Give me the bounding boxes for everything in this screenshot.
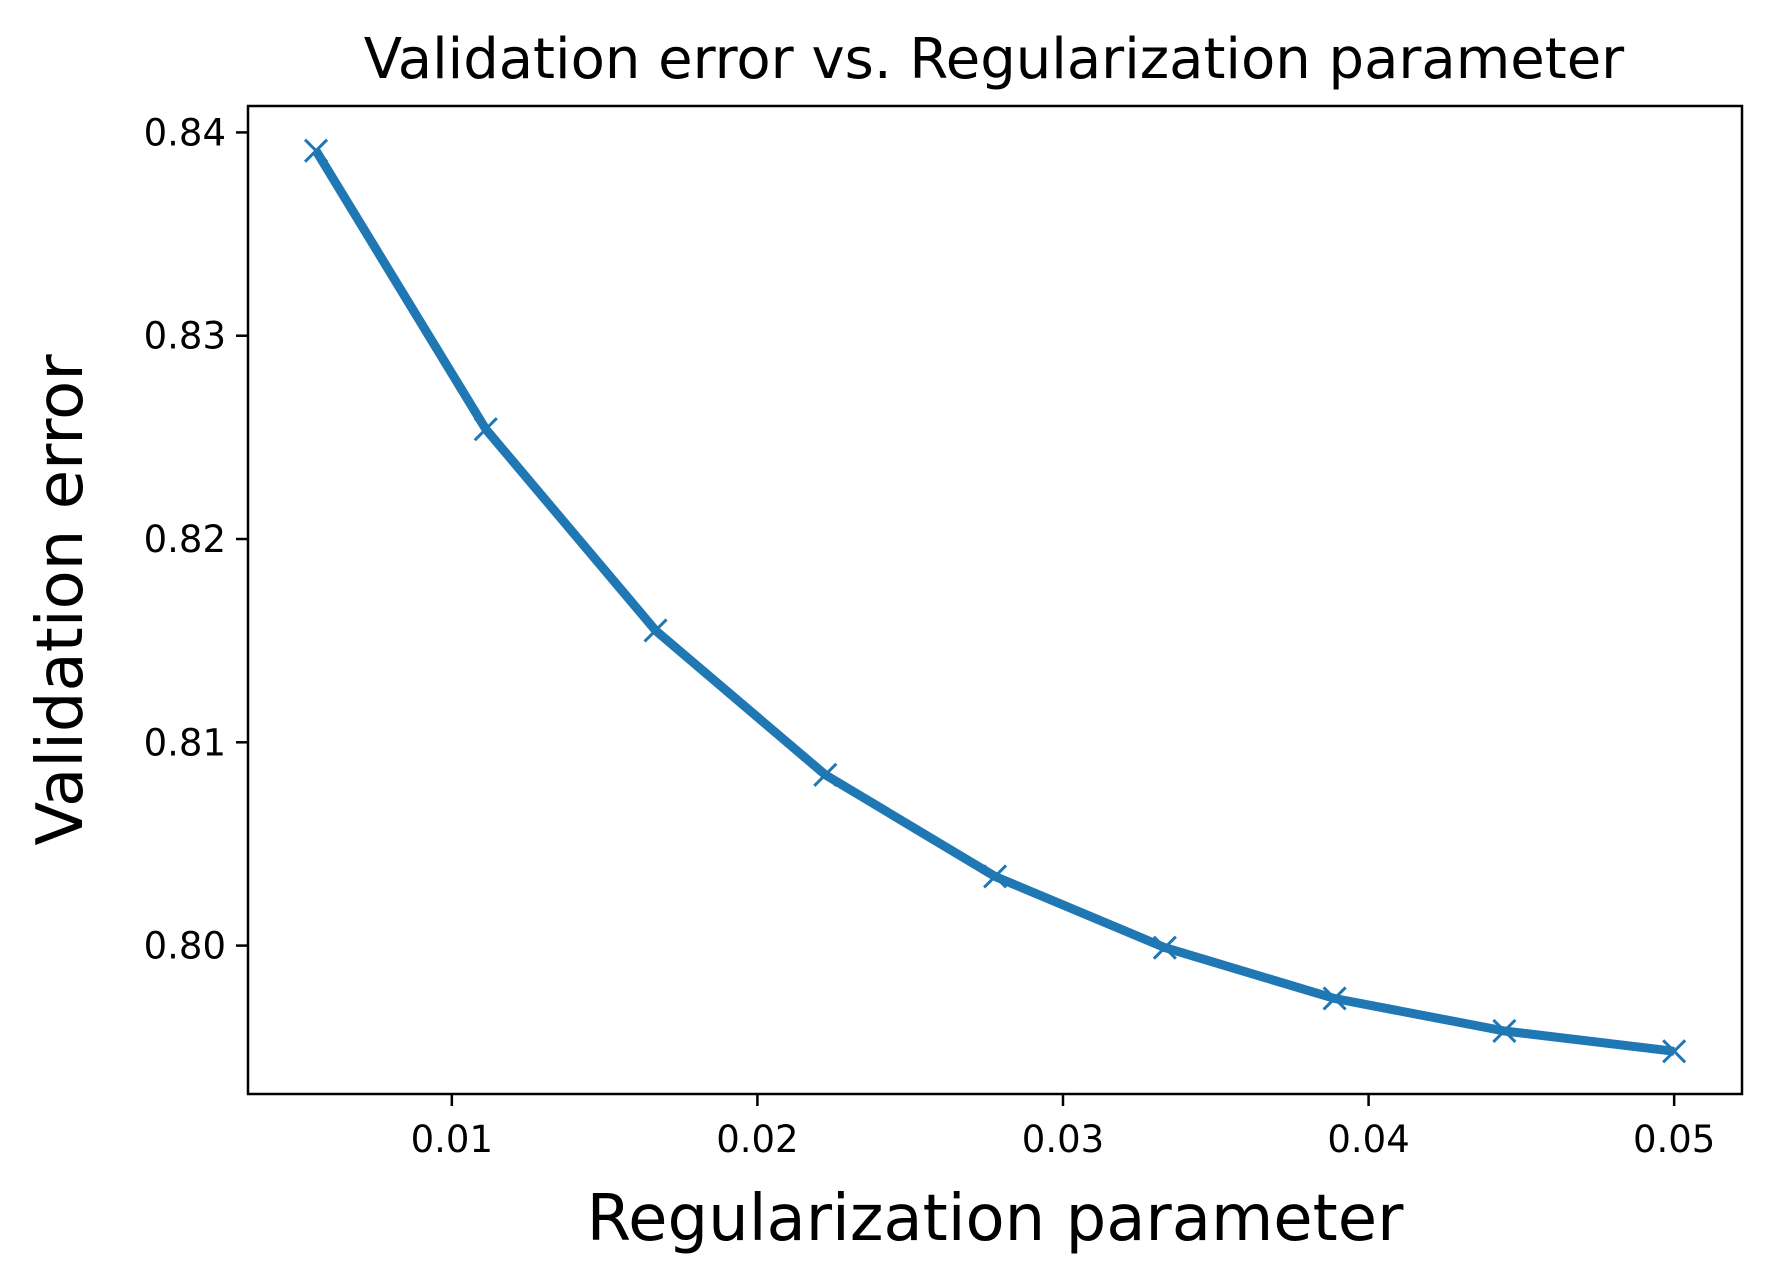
y-tick-label: 0.84 bbox=[144, 111, 226, 154]
data-point-marker bbox=[1492, 1018, 1517, 1044]
data-point-marker bbox=[1662, 1039, 1687, 1064]
data-point-marker bbox=[473, 417, 498, 442]
y-tick-label: 0.82 bbox=[144, 518, 226, 561]
y-tick-label: 0.83 bbox=[144, 315, 226, 358]
plot-area-frame bbox=[246, 104, 1744, 1096]
y-tick-label: 0.81 bbox=[144, 721, 226, 764]
data-point-marker bbox=[983, 864, 1008, 889]
data-point-marker bbox=[813, 762, 838, 787]
y-axis-label: Validation error bbox=[24, 354, 98, 846]
chart-title: Validation error vs. Regularization para… bbox=[364, 27, 1625, 92]
data-point-marker bbox=[303, 138, 329, 163]
series-line bbox=[312, 148, 1675, 1056]
x-tick-label: 0.01 bbox=[411, 1118, 493, 1161]
data-point-marker bbox=[643, 618, 668, 643]
y-tick-label: 0.80 bbox=[144, 925, 226, 968]
x-tick-label: 0.05 bbox=[1633, 1118, 1715, 1161]
data-point-marker bbox=[1152, 935, 1177, 960]
x-tick-label: 0.03 bbox=[1022, 1118, 1104, 1161]
x-axis-ticks: 0.01 0.02 0.03 0.04 0.05 bbox=[411, 1094, 1715, 1161]
x-tick-label: 0.04 bbox=[1327, 1118, 1409, 1161]
x-axis-label: Regularization parameter bbox=[587, 1182, 1405, 1256]
data-point-marker bbox=[1322, 986, 1347, 1011]
x-tick-label: 0.02 bbox=[716, 1118, 798, 1161]
series-markers bbox=[303, 138, 1687, 1064]
y-axis-ticks: 0.80 0.81 0.82 0.83 0.84 bbox=[144, 111, 248, 968]
